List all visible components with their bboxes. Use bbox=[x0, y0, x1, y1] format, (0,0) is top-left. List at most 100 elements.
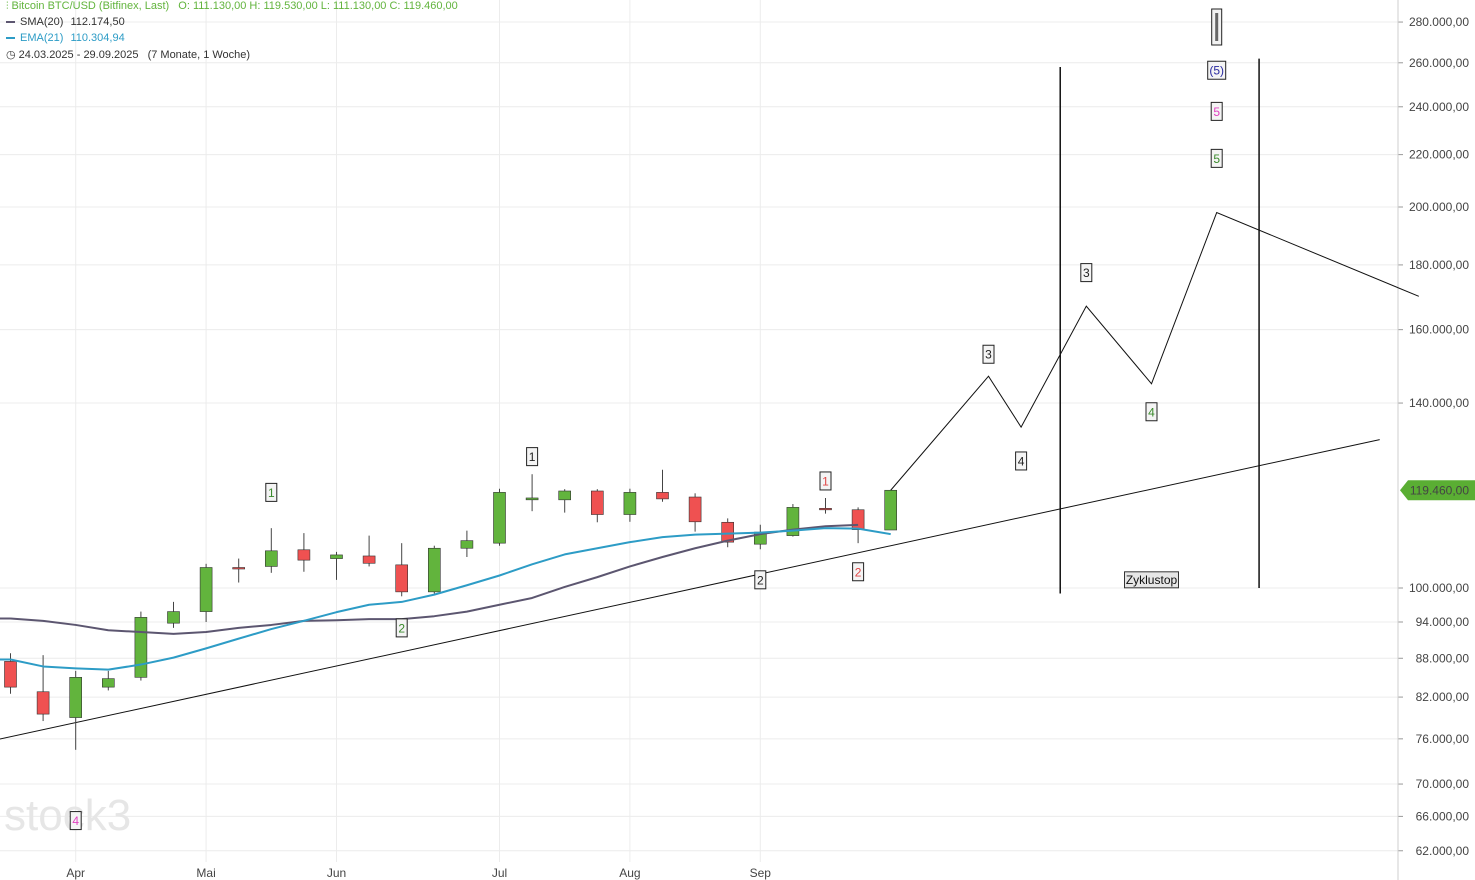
ema-value: 110.304,94 bbox=[70, 32, 125, 44]
candle bbox=[558, 489, 572, 513]
candle-body bbox=[134, 617, 148, 678]
y-tick-label: 260.000,00 bbox=[1409, 56, 1469, 70]
period-note: (7 Monate, 1 Woche) bbox=[147, 49, 251, 61]
sma-line bbox=[10, 523, 859, 635]
y-tick-label: 200.000,00 bbox=[1409, 200, 1469, 214]
candle-body bbox=[167, 611, 180, 624]
wave-marker-label: 4 bbox=[1148, 405, 1155, 419]
y-tick-label: 66.000,00 bbox=[1416, 809, 1470, 823]
instrument-name: Bitcoin BTC/USD (Bitfinex, Last) bbox=[11, 0, 170, 12]
wave-marker-box bbox=[1080, 263, 1093, 283]
clock-icon: ◷ bbox=[6, 49, 16, 61]
wave-marker-label: 5 bbox=[1213, 105, 1220, 119]
wave-marker-box bbox=[265, 482, 278, 502]
candle bbox=[819, 497, 832, 514]
candle-body bbox=[590, 490, 604, 515]
wave-marker-label: (5) bbox=[1209, 64, 1224, 78]
wave-marker-label: 2 bbox=[398, 621, 405, 635]
stock3-watermark: stock3 bbox=[4, 791, 131, 840]
x-tick-label: Sep bbox=[750, 866, 772, 880]
annotation-label: Zyklustop bbox=[1126, 573, 1178, 587]
wave-marker: 5 bbox=[1210, 148, 1223, 168]
period-range: 24.03.2025 - 29.09.2025 bbox=[18, 49, 139, 61]
x-tick-label: Jun bbox=[327, 866, 346, 880]
wave-marker-label: 2 bbox=[757, 573, 764, 587]
instrument-header: ⫶ Bitcoin BTC/USD (Bitfinex, Last) O: 111… bbox=[6, 0, 458, 12]
x-tick-label: Mai bbox=[196, 866, 215, 880]
candle-body bbox=[395, 564, 409, 593]
candle bbox=[264, 528, 278, 573]
sma-legend[interactable]: SMA(20) 112.174,50 bbox=[6, 16, 125, 28]
y-tick-label: 240.000,00 bbox=[1409, 100, 1469, 114]
wave-marker-box bbox=[1210, 148, 1223, 168]
wave-marker-box bbox=[69, 811, 82, 831]
candle-body bbox=[558, 490, 572, 501]
wave-marker: 3 bbox=[1080, 263, 1093, 283]
candle bbox=[525, 474, 539, 512]
ema-line bbox=[10, 527, 891, 671]
period-info: ◷ 24.03.2025 - 29.09.2025 (7 Monate, 1 Wo… bbox=[6, 48, 250, 61]
wave-marker: 4 bbox=[1015, 451, 1028, 471]
y-tick-label: 140.000,00 bbox=[1409, 396, 1469, 410]
wave-marker-label: 3 bbox=[985, 348, 992, 362]
wave-marker-label: 1 bbox=[529, 450, 536, 464]
elliott-projection-path bbox=[890, 211, 1420, 491]
wave-marker-box bbox=[754, 570, 767, 590]
candle bbox=[656, 469, 669, 502]
candle-body bbox=[264, 550, 278, 567]
x-tick-label: Aug bbox=[619, 866, 640, 880]
candle-body bbox=[656, 492, 669, 500]
wave-marker-box bbox=[1015, 451, 1028, 471]
candle-body bbox=[330, 554, 343, 559]
candle-body bbox=[851, 509, 865, 530]
candle-body bbox=[232, 567, 245, 570]
y-tick-label: 94.000,00 bbox=[1416, 615, 1470, 629]
ema-legend[interactable]: EMA(21) 110.304,94 bbox=[6, 32, 125, 44]
candle bbox=[753, 524, 767, 550]
x-tick-label: Jul bbox=[492, 866, 507, 880]
sma-swatch bbox=[6, 21, 15, 24]
wave-marker: 2 bbox=[852, 562, 865, 582]
wave-marker: 2 bbox=[395, 618, 408, 638]
candle bbox=[590, 489, 604, 523]
time-axis: Apr Mai Jun Jul Aug Sep bbox=[66, 866, 771, 880]
sma-label: SMA(20) bbox=[20, 16, 64, 28]
ema-label: EMA(21) bbox=[20, 32, 64, 44]
ema-swatch bbox=[6, 37, 15, 40]
candle bbox=[36, 655, 50, 722]
candle bbox=[199, 563, 213, 623]
last-price-tag: 119.460,00 bbox=[1400, 480, 1475, 501]
candle bbox=[102, 670, 115, 691]
wave-marker-label: 1 bbox=[268, 486, 275, 500]
wave-marker: 1 bbox=[526, 447, 539, 467]
wave-marker-box bbox=[982, 344, 995, 364]
support-trendline bbox=[0, 439, 1380, 740]
price-tag-bg bbox=[1400, 480, 1475, 501]
y-tick-label: 88.000,00 bbox=[1416, 651, 1470, 665]
candle bbox=[623, 488, 637, 522]
wave-marker-label: 4 bbox=[72, 814, 79, 828]
zyklustop-annotation: Zyklustop bbox=[1124, 571, 1179, 589]
wave-marker-box bbox=[526, 447, 539, 467]
candle bbox=[167, 601, 180, 628]
candle bbox=[69, 670, 82, 750]
wave-marker: 4 bbox=[69, 811, 82, 831]
candle-body bbox=[36, 691, 50, 715]
wave-marker-label: 2 bbox=[855, 565, 862, 579]
candle-body bbox=[4, 661, 17, 688]
candle-body bbox=[427, 547, 441, 593]
projection-layer bbox=[890, 8, 1420, 594]
y-tick-label: 76.000,00 bbox=[1416, 732, 1470, 746]
wave-marker: 3 bbox=[982, 344, 995, 364]
sma-value: 112.174,50 bbox=[70, 16, 125, 28]
candle-body bbox=[688, 496, 702, 523]
y-tick-label: 160.000,00 bbox=[1409, 323, 1469, 337]
wave-marker-label: 4 bbox=[1018, 454, 1025, 468]
y-tick-label: 100.000,00 bbox=[1409, 581, 1469, 595]
candle bbox=[395, 543, 409, 597]
candle-body bbox=[69, 677, 82, 718]
wave-marker-label: 1 bbox=[822, 474, 829, 488]
candle-body bbox=[297, 549, 311, 561]
wave-marker: (5) bbox=[1207, 60, 1227, 80]
